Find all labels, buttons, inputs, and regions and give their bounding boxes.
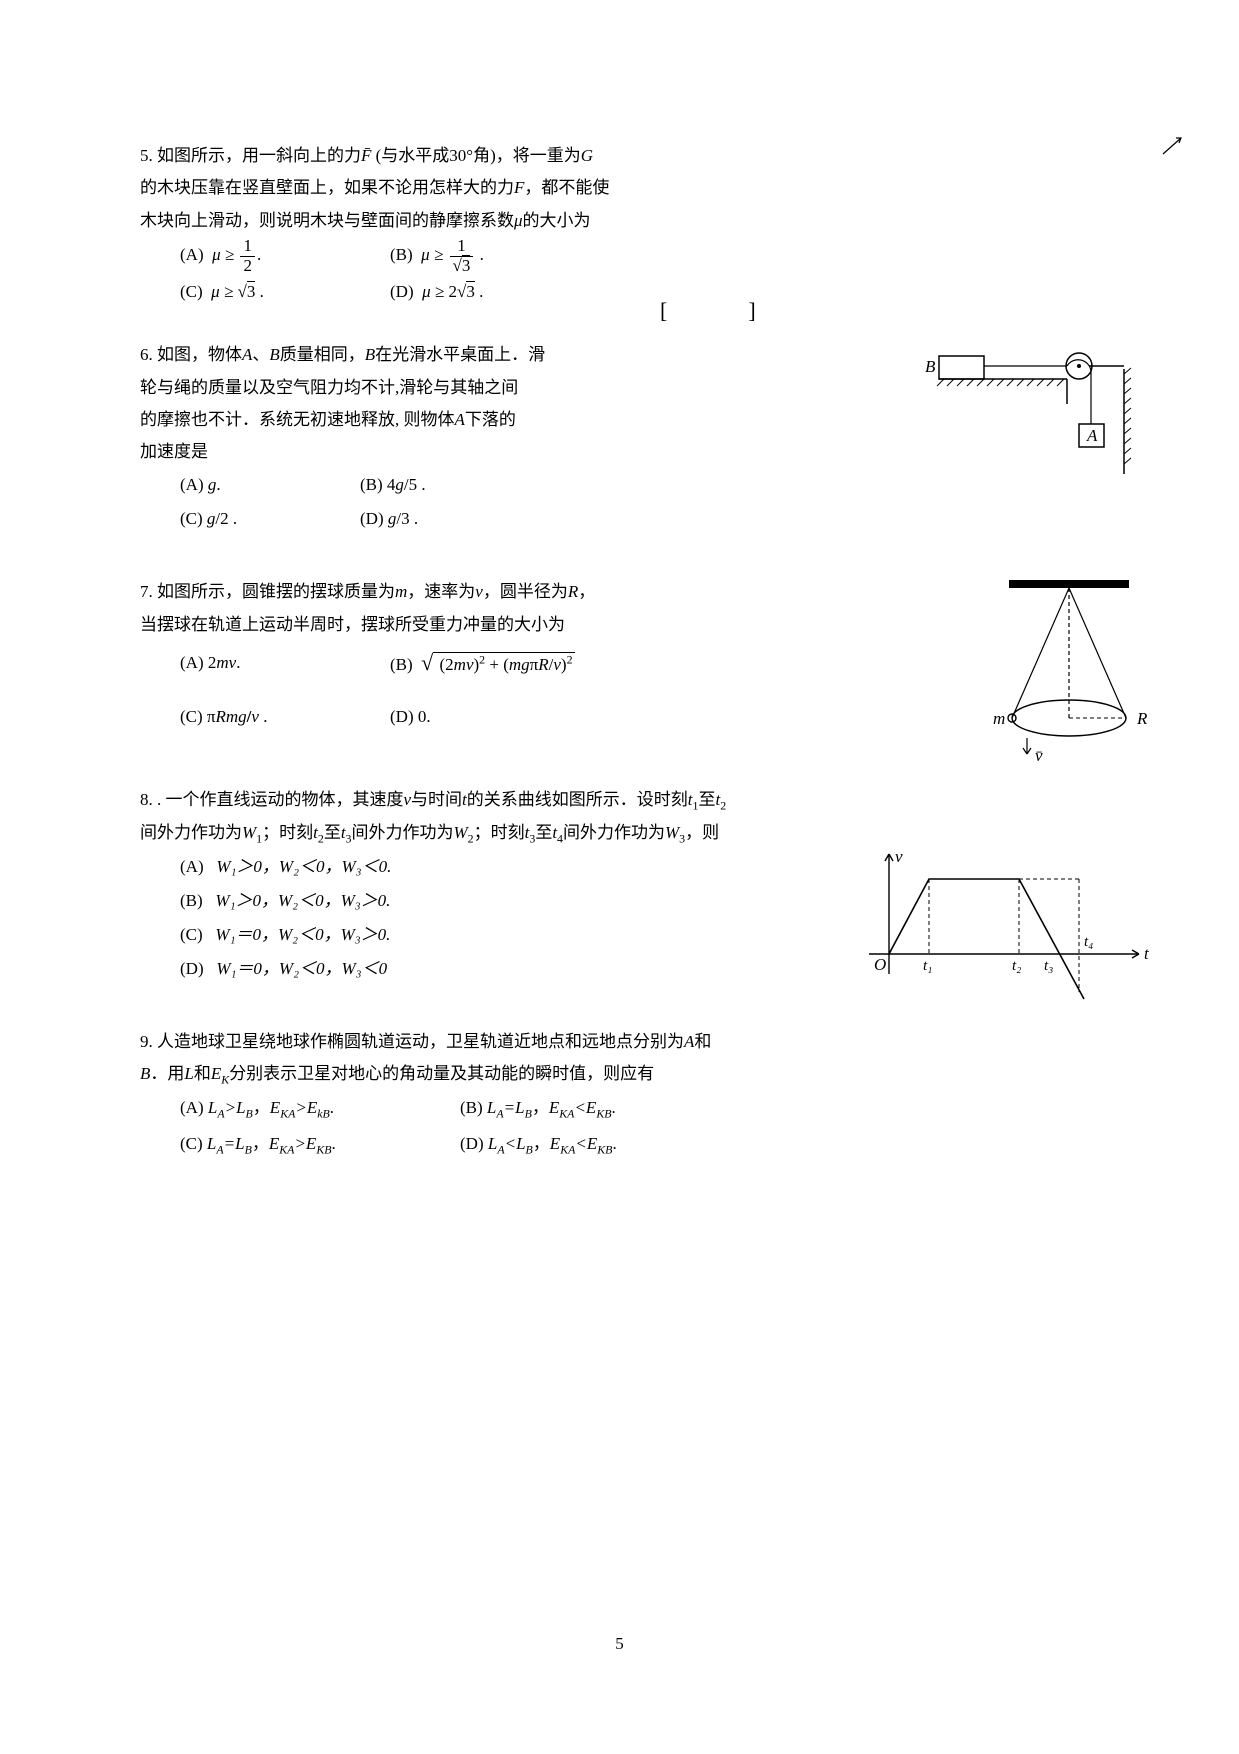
q5-text: 5. 如图所示，用一斜向上的力F̄ (与水平成30°角)，将一重为G 的木块压靠… [140, 140, 1109, 237]
svg-text:O: O [874, 955, 886, 974]
svg-text:t₁: t₁ [923, 958, 932, 974]
physics-page: 5. 如图所示，用一斜向上的力F̄ (与水平成30°角)，将一重为G 的木块压靠… [0, 0, 1239, 1754]
q7-figure: m R v̄ [979, 576, 1159, 776]
q7-fig-R: R [1136, 709, 1148, 728]
q5-answer-bracket: [ ] [660, 290, 756, 332]
q6-optD: (D) g/3 . [360, 502, 540, 536]
q5-t1b: (与水平成30°角)，将一重为 [371, 146, 580, 165]
q5-figure [1159, 130, 1189, 160]
q5-optD: (D) μ ≥ 2√3 . [390, 275, 600, 309]
svg-text:v: v [895, 847, 903, 866]
q7-num: 7. [140, 582, 153, 601]
question-9: 9. 人造地球卫星绕地球作椭圆轨道运动，卫星轨道近地点和远地点分别为A和 B．用… [140, 1026, 1109, 1162]
question-8: 8. . 一个作直线运动的物体，其速度v与时间t的关系曲线如图所示．设时刻t1至… [140, 784, 1109, 986]
page-number: 5 [615, 1634, 624, 1654]
question-6: 6. 如图，物体A、B质量相同，B在光滑水平桌面上．滑 轮与绳的质量以及空气阻力… [140, 339, 1109, 536]
q6-optB: (B) 4g/5 . [360, 468, 540, 502]
q6-fig-B: B [925, 357, 936, 376]
q5-F2: F [514, 178, 524, 197]
q5-F: F̄ [361, 146, 371, 165]
q7-fig-m: m [993, 709, 1005, 728]
q9-options: (A) LA>LB，EKA>EkB. (B) LA=LB，EKA<EKB. (C… [140, 1091, 1109, 1161]
q5-t3: 木块向上滑动，则说明木块与壁面间的静摩擦系数 [140, 211, 514, 230]
q9-optA: (A) LA>LB，EKA>EkB. [180, 1091, 460, 1126]
svg-text:t₃: t₃ [1044, 958, 1053, 974]
q7-optD: (D) 0. [390, 700, 431, 734]
q5-G: G [581, 146, 593, 165]
svg-text:t: t [1144, 944, 1150, 963]
q5-num: 5. [140, 146, 153, 165]
q9-text: 9. 人造地球卫星绕地球作椭圆轨道运动，卫星轨道近地点和远地点分别为A和 B．用… [140, 1026, 1109, 1091]
q7-options: (A) 2mv. (B) √ (2mv)2 + (mgπR/v)2 (C) πR… [140, 641, 1109, 734]
question-7: 7. 如图所示，圆锥摆的摆球质量为m，速率为v，圆半径为R， 当摆球在轨道上运动… [140, 576, 1109, 734]
q9-optB: (B) LA=LB，EKA<EKB. [460, 1091, 616, 1126]
q5-options: (A) μ ≥ 12. (B) μ ≥ 1√3 . (C) μ ≥ √3 . (… [140, 237, 1109, 309]
q6-optA: (A) g. [180, 468, 360, 502]
svg-text:t₂: t₂ [1012, 958, 1021, 974]
q5-t2a: 的木块压靠在竖直壁面上，如果不论用怎样大的力 [140, 178, 514, 197]
q7-optC: (C) πRmg/v . [180, 700, 390, 734]
q6-figure: B A [919, 344, 1139, 484]
q7-fig-v: v̄ [1035, 746, 1043, 765]
q8-num: 8. . [140, 790, 161, 809]
q6-optC: (C) g/2 . [180, 502, 360, 536]
q5-t2b: ，都不能使 [524, 178, 609, 197]
q5-mu: μ [514, 211, 523, 230]
q5-optA: (A) μ ≥ 12. [180, 237, 390, 275]
q6-num: 6. [140, 345, 153, 364]
q6-fig-A: A [1086, 426, 1098, 445]
q5-t1: 如图所示，用一斜向上的力 [157, 146, 361, 165]
svg-text:t₄: t₄ [1084, 934, 1093, 950]
q7-optB: (B) √ (2mv)2 + (mgπR/v)2 [390, 641, 575, 685]
q9-optC: (C) LA=LB，EKA>EKB. [180, 1127, 460, 1162]
q5-optC: (C) μ ≥ √3 . [180, 275, 390, 309]
q8-text: 8. . 一个作直线运动的物体，其速度v与时间t的关系曲线如图所示．设时刻t1至… [140, 784, 1109, 850]
q9-num: 9. [140, 1032, 153, 1051]
q5-optB: (B) μ ≥ 1√3 . [390, 237, 600, 275]
q8-figure: v O t t₁ t₂ t₃ t₄ [849, 844, 1159, 1014]
q7-optA: (A) 2mv. [180, 646, 390, 680]
question-5: 5. 如图所示，用一斜向上的力F̄ (与水平成30°角)，将一重为G 的木块压靠… [140, 140, 1109, 309]
q7-text: 7. 如图所示，圆锥摆的摆球质量为m，速率为v，圆半径为R， 当摆球在轨道上运动… [140, 576, 650, 641]
q9-optD: (D) LA<LB，EKA<EKB. [460, 1127, 617, 1162]
q6-text: 6. 如图，物体A、B质量相同，B在光滑水平桌面上．滑 轮与绳的质量以及空气阻力… [140, 339, 610, 468]
q5-t3b: 的大小为 [523, 211, 591, 230]
